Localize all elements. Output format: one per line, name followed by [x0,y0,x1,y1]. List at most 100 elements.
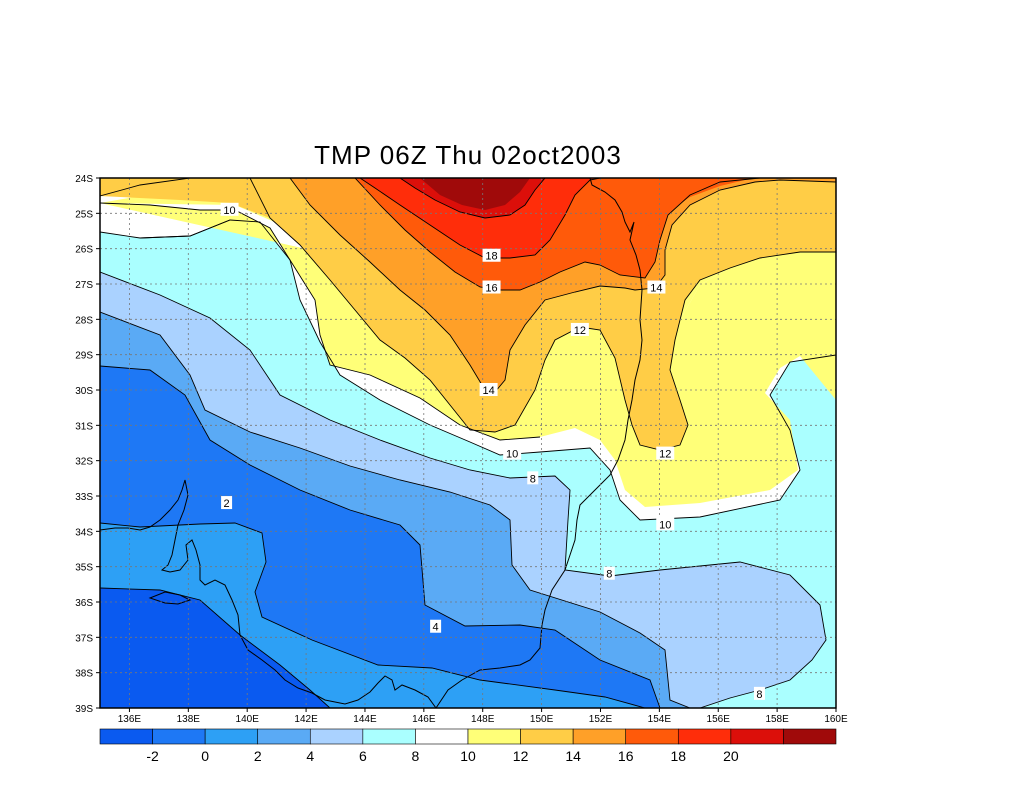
lon-tick-label: 140E [236,714,260,725]
colorbar-label: 10 [460,748,476,764]
colorbar-swatch [572,728,627,745]
lat-tick-label: 35S [75,563,93,574]
field-16-18-right [600,178,760,228]
shaded-fields [100,178,836,708]
lon-tick-label: 148E [471,714,495,725]
contour-8 [100,271,827,708]
contour-labels: 10 18 16 14 12 14 10 8 12 2 10 8 4 8 [220,202,765,701]
lat-tick-label: 37S [75,633,93,644]
field-12-14-corner [100,178,190,196]
lat-tick-label: 26S [75,245,93,256]
contour-label: 8 [756,689,762,701]
colorbar-label: 18 [670,748,686,764]
contour-18 [359,178,601,259]
coastline-south [100,479,437,708]
colorbar-swatch [730,728,784,745]
contour-label-bg [482,248,501,262]
colorbar-swatch [152,728,206,745]
lat-tick-label: 30S [75,386,93,397]
lat-tick-label: 33S [75,492,93,503]
longitude-tick-labels: 136E 138E 140E 142E 144E 146E 148E 150E 152E 154E… [118,708,848,725]
contour-label: 8 [530,473,536,485]
contour-label: 4 [433,622,439,634]
contour-label-bg [220,202,239,216]
contour-label-bg [647,280,666,294]
contour-label-bg [753,686,765,700]
contour-label-bg [603,566,615,580]
contour-label-bg [527,471,539,485]
contour-label-bg [570,322,589,336]
map-grid [100,178,836,708]
lat-tick-label: 31S [75,421,93,432]
colorbar-label: 14 [565,748,581,764]
contour-label: 2 [224,498,230,510]
coastline-east [435,178,643,708]
lon-tick-label: 136E [118,714,142,725]
contour-label-bg [656,446,675,460]
lat-tick-label: 29S [75,351,93,362]
contour-2 [100,522,646,708]
lon-tick-label: 156E [707,714,731,725]
contour-label: 10 [223,205,235,217]
contour-14 [289,178,836,393]
coastlines [100,178,643,708]
field-neg2-0 [100,588,330,708]
contour-label-bg [221,496,233,510]
contour-label: 14 [650,283,662,295]
contour-label-bg [430,619,442,633]
lon-tick-label: 158E [765,714,789,725]
map-title-text: TMP 06Z Thu 02oct2003 [314,140,622,170]
contour-10 [100,202,541,441]
lat-tick-label: 39S [75,704,93,715]
lon-tick-label: 142E [294,714,318,725]
map-frame [99,177,837,709]
lat-tick-label: 38S [75,669,93,680]
contour-label: 12 [659,449,671,461]
lat-tick-label: 28S [75,315,93,326]
colorbar: -2 0 2 4 6 8 10 12 14 16 18 20 [99,728,837,764]
colorbar-swatch [677,728,732,745]
lat-tick-label: 25S [75,209,93,220]
contour-label-bg [479,383,498,396]
colorbar-label: 0 [201,748,209,764]
colorbar-swatch [520,728,574,745]
lon-tick-label: 144E [353,714,377,725]
contour-16 [354,178,761,291]
lat-tick-label: 27S [75,280,93,291]
colorbar-label: 16 [618,748,634,764]
lon-tick-label: 152E [589,714,613,725]
field-peak [420,178,530,210]
contour-label-bg [503,446,522,460]
colorbar-swatch [309,728,364,745]
colorbar-label: -2 [146,748,159,764]
lon-tick-label: 154E [648,714,672,725]
contour-label: 16 [485,283,497,295]
island-kangaroo [148,591,192,605]
colorbar-swatch [467,728,521,745]
lon-tick-label: 146E [412,714,436,725]
contour-12 [249,178,836,451]
field-18-20 [360,178,600,258]
colorbar-swatch [783,728,837,745]
lat-tick-label: 32S [75,457,93,468]
contour-6 [100,311,691,708]
contour-label: 10 [506,449,518,461]
colorbar-label: 12 [513,748,529,764]
lat-tick-label: 24S [75,174,93,185]
contour-label: 10 [659,519,671,531]
latitude-tick-labels: 24S 25S 26S 27S 28S 29S 30S 31S 32S 33S 34S 35S 36S 3… [75,174,100,715]
lat-tick-label: 36S [75,598,93,609]
colorbar-label: 20 [723,748,739,764]
contour-label: 18 [485,251,497,263]
colorbar-swatch [415,728,469,745]
contour-label: 12 [574,325,586,337]
colorbar-label: 2 [254,748,262,764]
colorbar-swatch [257,728,311,745]
colorbar-swatch [204,728,259,745]
colorbar-swatch [625,728,679,745]
lon-tick-label: 138E [177,714,201,725]
contour-4 [100,365,661,708]
contour-12-corner [100,178,191,197]
contour-label-bg [482,280,501,294]
